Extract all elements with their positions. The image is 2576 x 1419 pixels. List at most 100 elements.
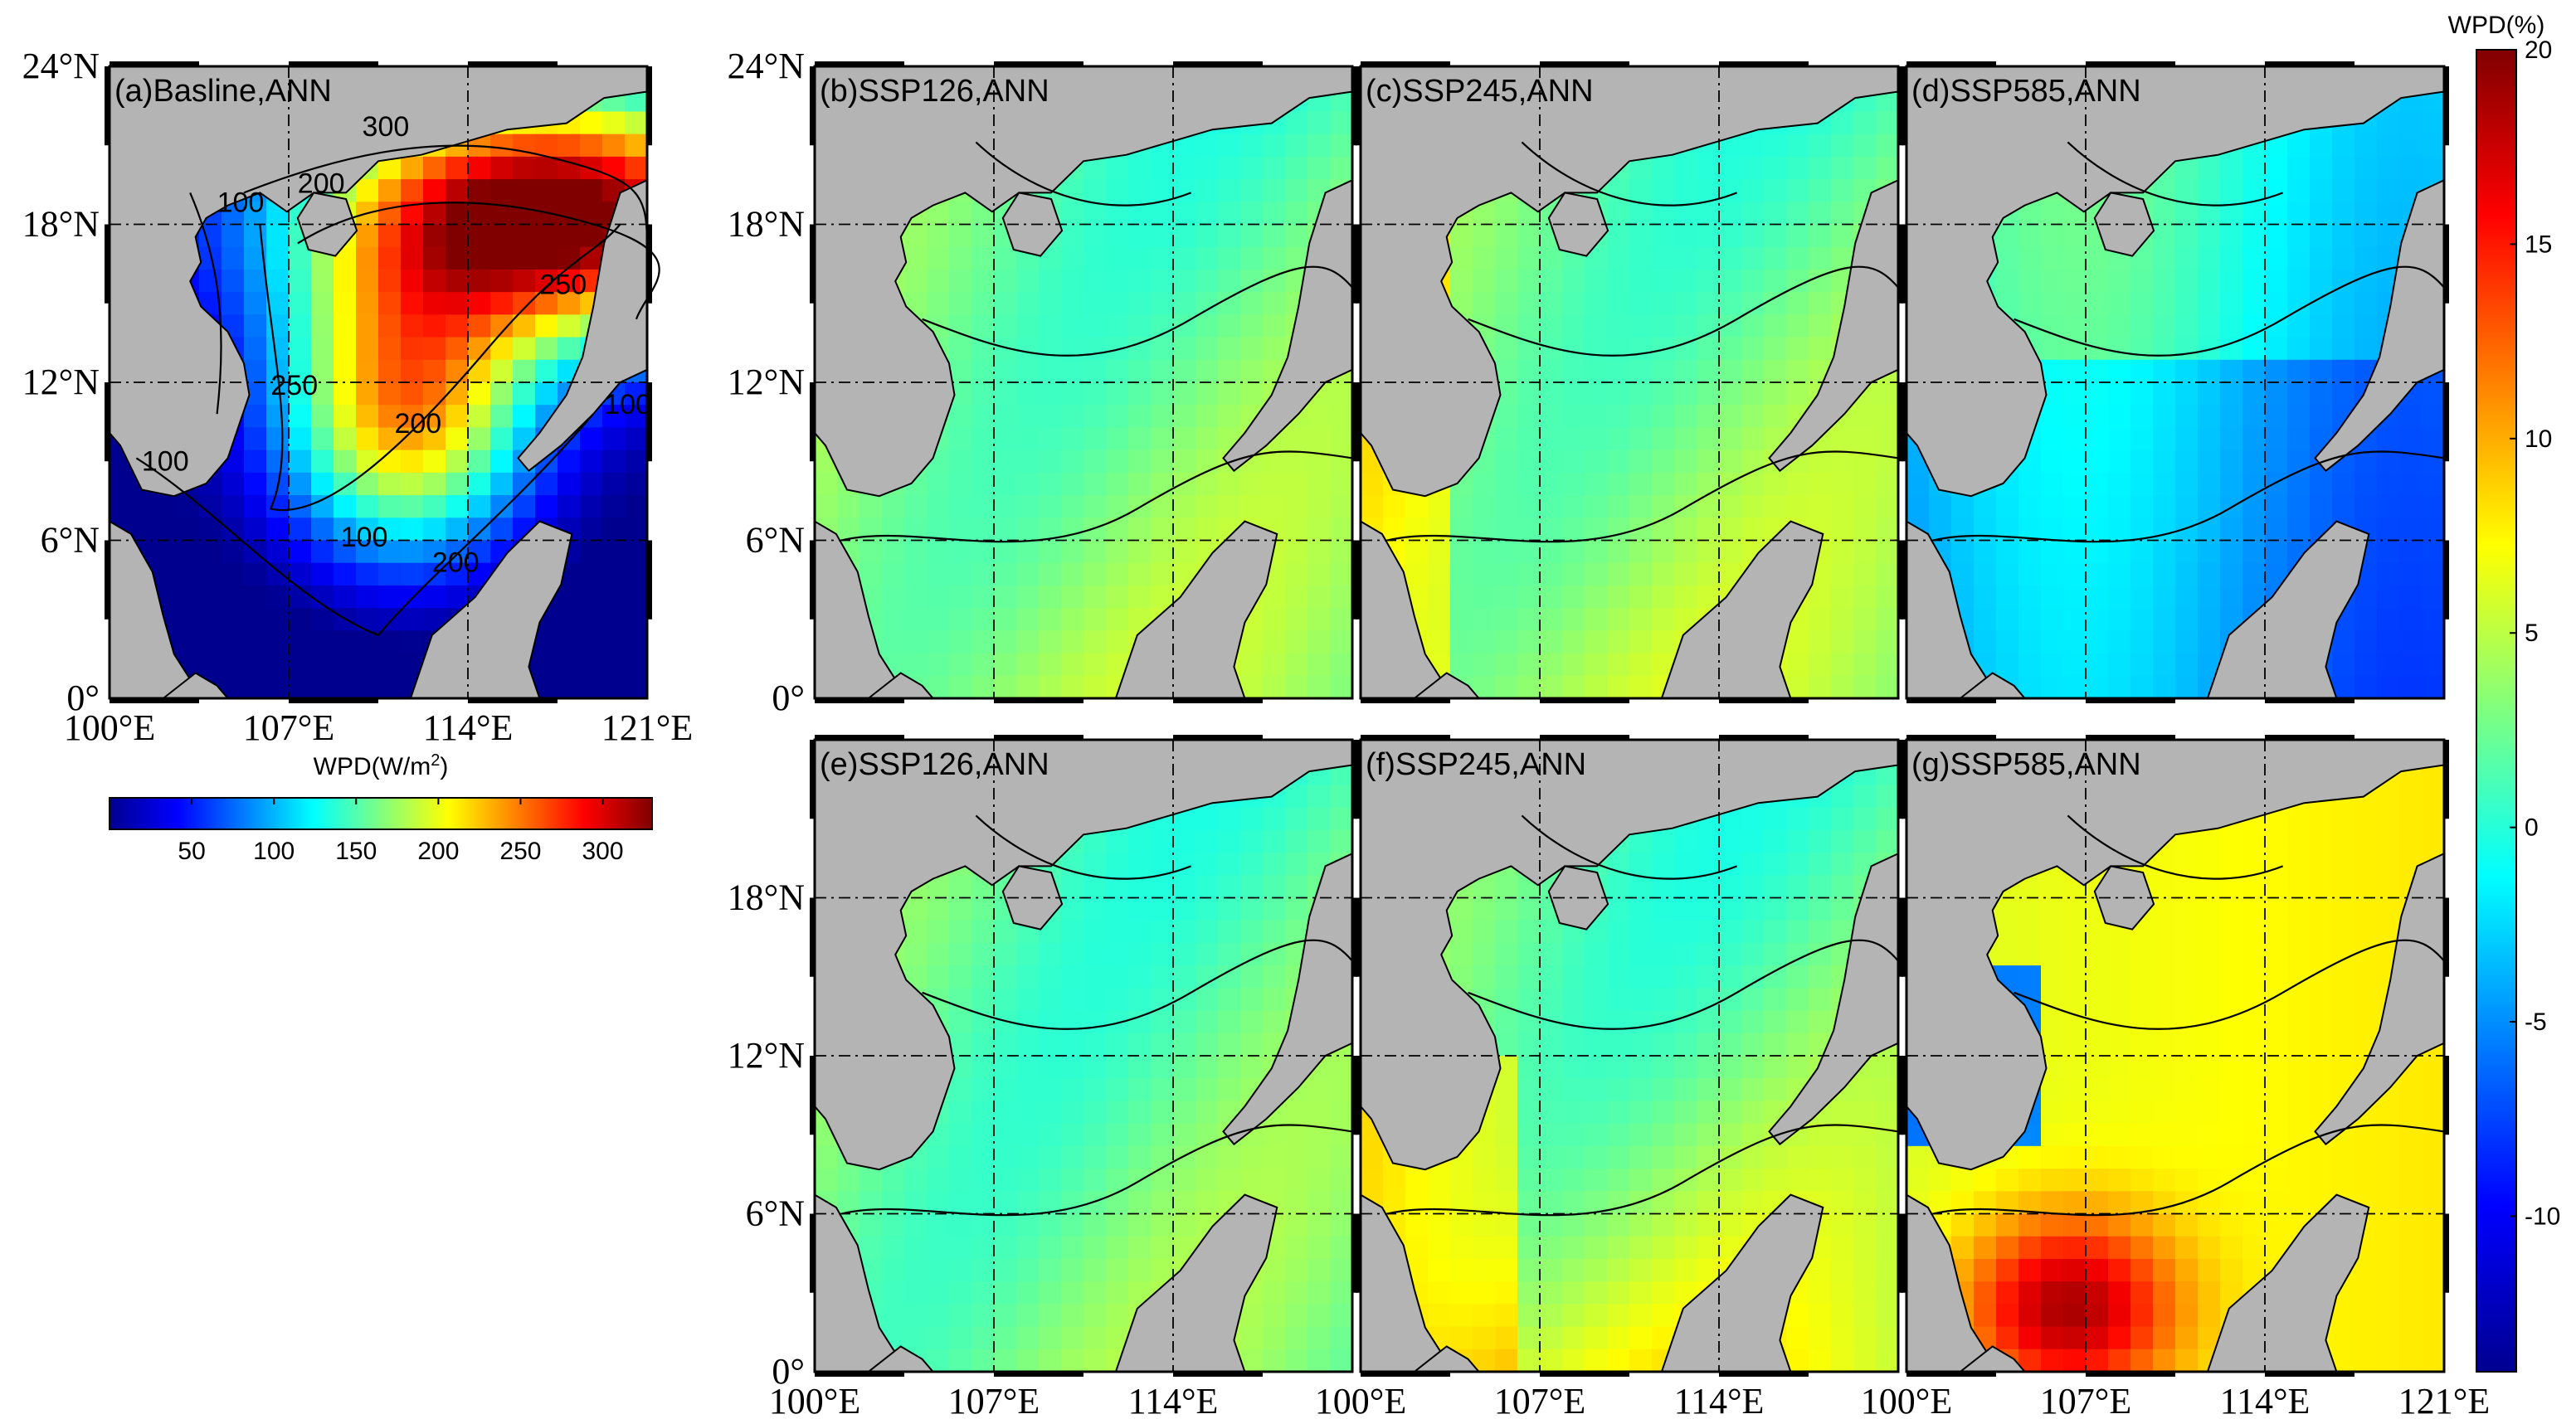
field-cell: [1996, 920, 2019, 944]
field-cell: [927, 246, 950, 270]
field-cell: [1307, 472, 1331, 496]
field-cell: [244, 608, 267, 632]
field-cell: [1652, 1213, 1675, 1237]
field-cell: [994, 965, 1017, 989]
field-cell: [2041, 608, 2064, 632]
field-cell: [2399, 111, 2423, 135]
field-cell: [2242, 224, 2266, 248]
field-cell: [2220, 359, 2243, 383]
field-cell: [401, 472, 424, 496]
field-cell: [2018, 224, 2042, 248]
field-cell: [1061, 314, 1084, 338]
field-cell: [1495, 608, 1518, 632]
field-cell: [1951, 1169, 1975, 1193]
field-cell: [2130, 427, 2154, 451]
field-cell: [1831, 1236, 1854, 1260]
field-cell: [625, 518, 648, 542]
field-cell: [1540, 675, 1563, 699]
field-cell: [994, 1281, 1017, 1305]
field-cell: [625, 653, 648, 677]
field-cell: [994, 1213, 1017, 1237]
field-cell: [2108, 1010, 2131, 1034]
field-cell: [1607, 269, 1630, 293]
field-cell: [1016, 942, 1040, 966]
label-main: WPD(W/m: [314, 753, 431, 780]
field-cell: [971, 495, 995, 519]
field-cell: [513, 224, 536, 248]
field-cell: [1173, 269, 1196, 293]
field-cell: [1039, 1213, 1062, 1237]
field-cell: [2153, 269, 2176, 293]
field-cell: [1240, 495, 1264, 519]
field-cell: [859, 1169, 883, 1193]
field-cell: [311, 337, 334, 361]
field-cell: [1697, 1078, 1720, 1102]
field-cell: [1764, 853, 1787, 877]
field-cell: [1016, 1213, 1040, 1237]
field-cell: [2130, 269, 2154, 293]
field-cell: [266, 585, 290, 609]
field-cell: [2041, 562, 2064, 586]
field-cell: [1607, 1349, 1630, 1373]
field-cell: [1428, 1236, 1451, 1260]
field-cell: [2108, 518, 2131, 542]
field-cell: [1473, 1326, 1496, 1350]
field-cell: [1562, 1033, 1585, 1057]
field-cell: [2332, 314, 2355, 338]
field-cell: [266, 562, 290, 586]
field-cell: [1562, 472, 1585, 496]
field-cell: [1195, 472, 1219, 496]
field-cell: [2041, 1213, 2064, 1237]
field-cell: [513, 156, 536, 180]
field-cell: [1697, 1123, 1720, 1147]
field-cell: [1585, 1169, 1608, 1193]
field-cell: [2422, 518, 2445, 542]
field-cell: [927, 562, 950, 586]
field-cell: [1473, 1169, 1496, 1193]
field-cell: [1517, 224, 1541, 248]
land-philippines: [517, 178, 648, 473]
field-cell: [971, 1123, 995, 1147]
field-cell: [882, 630, 905, 654]
field-cell: [1195, 134, 1219, 158]
field-cell: [2220, 1145, 2243, 1169]
frame-tick: [110, 61, 199, 66]
field-cell: [1151, 1145, 1174, 1169]
field-cell: [1450, 246, 1473, 270]
field-cell: [177, 540, 200, 564]
field-cell: [1853, 134, 1877, 158]
field-cell: [1450, 1326, 1473, 1350]
field-cell: [2220, 472, 2243, 496]
field-cell: [1876, 1349, 1899, 1373]
field-cell: [1629, 920, 1653, 944]
field-cell: [1495, 1281, 1518, 1305]
field-cell: [1996, 585, 2019, 609]
field-cell: [1307, 785, 1331, 809]
field-cell: [401, 292, 424, 316]
field-cell: [1195, 920, 1219, 944]
field-cell: [1719, 1123, 1742, 1147]
field-cell: [446, 314, 469, 338]
field-cell: [401, 562, 424, 586]
field-cell: [602, 111, 626, 135]
field-cell: [2332, 292, 2355, 316]
field-cell: [1809, 156, 1832, 180]
field-cell: [2130, 1258, 2154, 1282]
field-cell: [2198, 1191, 2221, 1215]
field-cell: [2041, 495, 2064, 519]
field-cell: [2377, 585, 2400, 609]
field-cell: [1307, 829, 1331, 853]
field-cell: [2153, 1349, 2176, 1373]
field-cell: [2153, 875, 2176, 899]
field-cell: [132, 518, 155, 542]
panel-label-d: (d)SSP585,ANN: [1911, 74, 2141, 109]
field-cell: [2242, 1056, 2266, 1080]
field-cell: [2354, 1349, 2378, 1373]
field-cell: [423, 314, 446, 338]
field-cell: [1786, 314, 1809, 338]
field-cell: [2242, 359, 2266, 383]
field-cell: [446, 450, 469, 474]
field-cell: [356, 427, 379, 451]
field-cell: [1151, 337, 1174, 361]
field-cell: [468, 156, 491, 180]
